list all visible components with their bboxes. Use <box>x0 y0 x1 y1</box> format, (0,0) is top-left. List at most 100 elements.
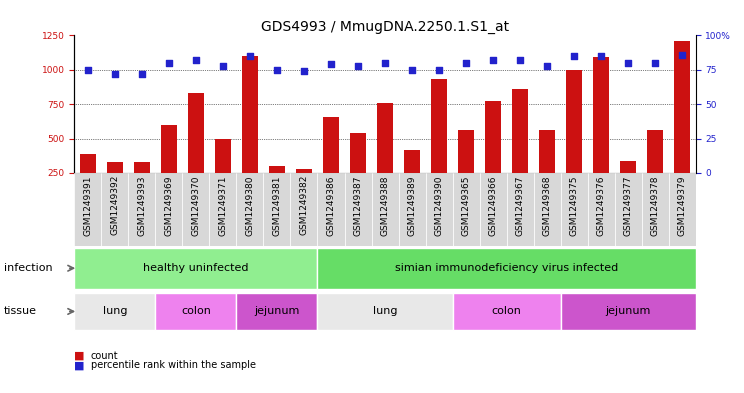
Text: GSM1249371: GSM1249371 <box>219 175 228 235</box>
Bar <box>269 166 285 173</box>
Text: GSM1249387: GSM1249387 <box>353 175 362 235</box>
FancyBboxPatch shape <box>129 173 155 246</box>
FancyBboxPatch shape <box>533 173 560 246</box>
Bar <box>593 57 609 173</box>
Text: ■: ■ <box>74 351 85 361</box>
Text: GSM1249366: GSM1249366 <box>489 175 498 235</box>
Bar <box>539 130 555 173</box>
Point <box>190 57 202 63</box>
FancyBboxPatch shape <box>641 173 669 246</box>
Text: GSM1249389: GSM1249389 <box>408 175 417 235</box>
FancyBboxPatch shape <box>290 173 318 246</box>
Bar <box>377 103 393 173</box>
Bar <box>458 130 474 173</box>
Text: percentile rank within the sample: percentile rank within the sample <box>91 360 256 371</box>
Text: GSM1249382: GSM1249382 <box>300 175 309 235</box>
Text: GSM1249393: GSM1249393 <box>138 175 147 235</box>
FancyBboxPatch shape <box>560 293 696 330</box>
Text: healthy uninfected: healthy uninfected <box>143 263 248 273</box>
Bar <box>187 93 204 173</box>
Text: GSM1249388: GSM1249388 <box>380 175 390 235</box>
FancyBboxPatch shape <box>74 173 101 246</box>
FancyBboxPatch shape <box>318 248 696 288</box>
FancyBboxPatch shape <box>155 173 182 246</box>
Point <box>676 51 688 58</box>
FancyBboxPatch shape <box>74 248 318 288</box>
Bar <box>107 162 123 173</box>
Point <box>595 53 607 59</box>
Text: GSM1249390: GSM1249390 <box>434 175 443 235</box>
Text: GSM1249376: GSM1249376 <box>597 175 606 235</box>
Text: colon: colon <box>181 307 211 316</box>
FancyBboxPatch shape <box>399 173 426 246</box>
FancyBboxPatch shape <box>426 173 452 246</box>
Point <box>433 66 445 73</box>
Point <box>406 66 418 73</box>
Text: jejunum: jejunum <box>254 307 300 316</box>
Point <box>514 57 526 63</box>
FancyBboxPatch shape <box>237 293 318 330</box>
Bar <box>242 56 258 173</box>
Bar <box>431 79 447 173</box>
Bar <box>674 41 690 173</box>
Text: lung: lung <box>373 307 397 316</box>
Text: GSM1249380: GSM1249380 <box>246 175 254 235</box>
Bar <box>512 89 528 173</box>
FancyBboxPatch shape <box>318 173 344 246</box>
Text: count: count <box>91 351 118 361</box>
Text: jejunum: jejunum <box>606 307 651 316</box>
Point <box>352 62 364 69</box>
Point <box>622 60 634 66</box>
Title: GDS4993 / MmugDNA.2250.1.S1_at: GDS4993 / MmugDNA.2250.1.S1_at <box>261 20 509 34</box>
FancyBboxPatch shape <box>588 173 615 246</box>
Text: GSM1249370: GSM1249370 <box>191 175 200 235</box>
Point <box>244 53 256 59</box>
FancyBboxPatch shape <box>74 293 155 330</box>
FancyBboxPatch shape <box>182 173 210 246</box>
Point <box>650 60 661 66</box>
Bar <box>485 101 501 173</box>
Bar <box>80 154 96 173</box>
Bar <box>620 161 636 173</box>
Text: GSM1249367: GSM1249367 <box>516 175 525 235</box>
Text: GSM1249369: GSM1249369 <box>164 175 173 235</box>
FancyBboxPatch shape <box>344 173 371 246</box>
FancyBboxPatch shape <box>615 173 641 246</box>
Text: lung: lung <box>103 307 127 316</box>
Text: GSM1249375: GSM1249375 <box>570 175 579 235</box>
Point <box>460 60 472 66</box>
Point <box>82 66 94 73</box>
FancyBboxPatch shape <box>318 293 452 330</box>
Bar <box>161 125 177 173</box>
Bar <box>350 133 366 173</box>
Point <box>298 68 310 74</box>
Text: GSM1249379: GSM1249379 <box>678 175 687 235</box>
FancyBboxPatch shape <box>210 173 237 246</box>
Bar <box>323 116 339 173</box>
Point <box>379 60 391 66</box>
Point <box>163 60 175 66</box>
FancyBboxPatch shape <box>669 173 696 246</box>
Point <box>568 53 580 59</box>
Bar <box>134 162 150 173</box>
Bar <box>215 138 231 173</box>
Text: GSM1249365: GSM1249365 <box>461 175 470 235</box>
FancyBboxPatch shape <box>101 173 129 246</box>
Point <box>487 57 499 63</box>
FancyBboxPatch shape <box>155 293 237 330</box>
Text: infection: infection <box>4 263 52 273</box>
Text: colon: colon <box>492 307 522 316</box>
Text: GSM1249368: GSM1249368 <box>542 175 551 235</box>
Point <box>136 71 148 77</box>
Bar <box>647 130 663 173</box>
Bar <box>404 149 420 173</box>
Point <box>541 62 553 69</box>
Point <box>271 66 283 73</box>
Text: tissue: tissue <box>4 307 36 316</box>
FancyBboxPatch shape <box>507 173 533 246</box>
Bar <box>566 70 583 173</box>
Point <box>325 61 337 67</box>
FancyBboxPatch shape <box>560 173 588 246</box>
Text: GSM1249378: GSM1249378 <box>650 175 660 235</box>
Text: simian immunodeficiency virus infected: simian immunodeficiency virus infected <box>395 263 618 273</box>
